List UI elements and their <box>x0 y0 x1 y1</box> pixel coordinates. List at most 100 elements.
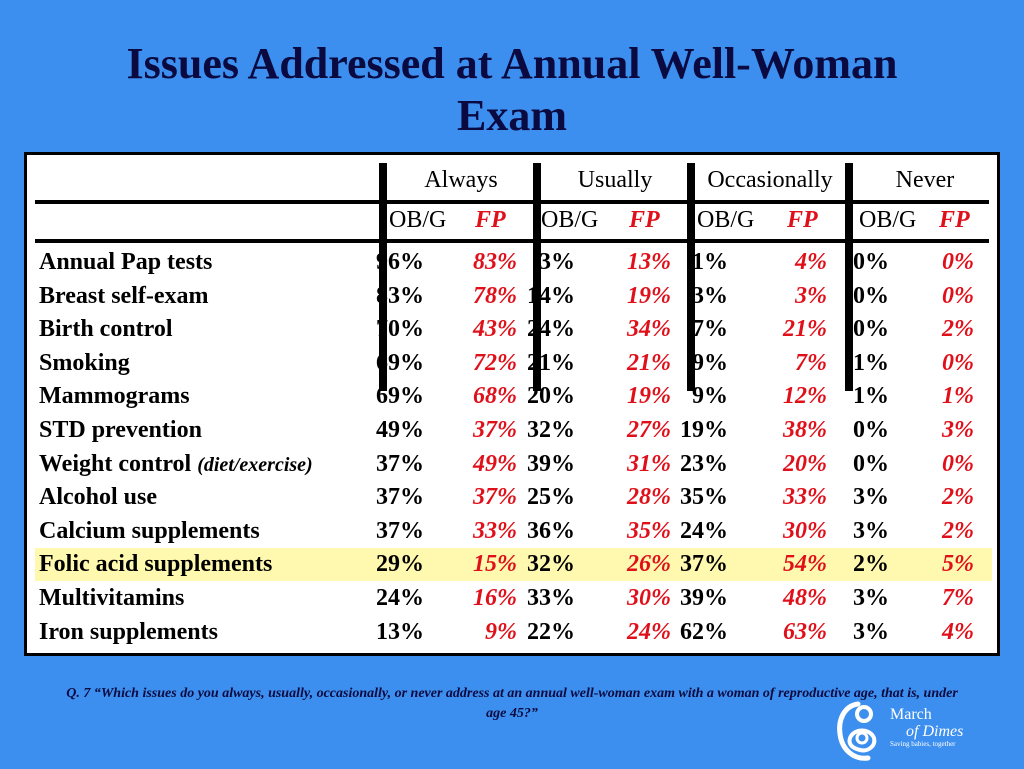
obg-value: 7% <box>692 316 728 343</box>
fp-value: 83% <box>473 249 517 275</box>
obg-value: 0% <box>853 282 889 309</box>
subheader-fp: FP <box>475 207 506 233</box>
fp-value: 2% <box>942 517 974 544</box>
row-label: STD prevention <box>39 417 202 443</box>
obg-value: 69% <box>376 349 424 376</box>
fp-value: 21% <box>783 316 827 343</box>
fp-value: 49% <box>473 450 517 477</box>
fp-value: 12% <box>783 383 827 410</box>
row-divider <box>35 239 989 243</box>
column-divider <box>379 163 387 391</box>
column-header: Never <box>895 167 955 193</box>
obg-value: 1% <box>853 349 889 376</box>
fp-value: 13% <box>627 249 671 275</box>
obg-value: 3% <box>853 517 889 544</box>
obg-value: 3% <box>692 282 728 309</box>
row-label: Calcium supplements <box>39 517 260 544</box>
obg-value: 3% <box>853 618 889 645</box>
obg-value: 24% <box>527 316 575 343</box>
obg-value: 14% <box>527 282 575 309</box>
obg-value: 3% <box>853 484 889 511</box>
march-of-dimes-logo: March of Dimes Saving babies, together <box>830 700 990 764</box>
fp-value: 3% <box>942 417 974 443</box>
fp-value: 38% <box>783 417 827 443</box>
obg-value: 0% <box>853 316 889 343</box>
fp-value: 24% <box>627 618 671 645</box>
fp-value: 63% <box>783 618 827 645</box>
obg-value: 29% <box>376 551 424 578</box>
obg-value: 19% <box>680 417 728 443</box>
column-header: Usually <box>577 167 653 193</box>
row-label: Annual Pap tests <box>39 249 213 275</box>
obg-value: 49% <box>376 417 424 443</box>
row-label: Weight control (diet/exercise) <box>39 450 313 477</box>
fp-value: 28% <box>627 484 671 511</box>
fp-value: 48% <box>783 585 827 611</box>
logo-line-1: March <box>890 706 932 723</box>
fp-value: 33% <box>783 484 827 511</box>
fp-value: 78% <box>473 282 517 309</box>
obg-value: 37% <box>376 450 424 477</box>
fp-value: 0% <box>942 349 974 376</box>
fp-value: 16% <box>473 585 517 611</box>
subheader-obg: OB/G <box>859 207 917 233</box>
column-divider <box>533 163 541 391</box>
column-divider <box>687 163 695 391</box>
fp-value: 37% <box>473 484 517 511</box>
column-header: Occasionally <box>707 167 833 193</box>
obg-value: 23% <box>680 450 728 477</box>
fp-value: 9% <box>485 618 517 645</box>
title-line-1: Issues Addressed at Annual Well-Woman <box>126 39 898 88</box>
obg-value: 2% <box>853 551 889 578</box>
fp-value: 15% <box>473 551 517 578</box>
column-header: Always <box>424 167 498 193</box>
row-label: Iron supplements <box>39 618 218 645</box>
fp-value: 0% <box>942 450 974 477</box>
logo-tagline: Saving babies, together <box>890 740 956 748</box>
fp-value: 35% <box>627 517 671 544</box>
obg-value: 3% <box>853 585 889 611</box>
obg-value: 37% <box>680 551 728 578</box>
fp-value: 34% <box>627 316 671 343</box>
obg-value: 96% <box>376 249 424 275</box>
row-label: Mammograms <box>39 383 190 410</box>
fp-value: 37% <box>473 417 517 443</box>
fp-value: 0% <box>942 249 974 275</box>
obg-value: 1% <box>853 383 889 410</box>
fp-value: 30% <box>627 585 671 611</box>
row-label: Alcohol use <box>39 484 158 511</box>
results-table: Always Usually Occasionally Never OB/G FP OB/G… <box>24 152 1000 656</box>
fp-value: 33% <box>473 517 517 544</box>
fp-value: 3% <box>795 282 827 309</box>
fp-value: 2% <box>942 316 974 343</box>
obg-value: 3% <box>539 249 575 275</box>
fp-value: 0% <box>942 282 974 309</box>
obg-value: 20% <box>527 383 575 410</box>
obg-value: 0% <box>853 450 889 477</box>
obg-value: 35% <box>680 484 728 511</box>
fp-value: 20% <box>783 450 827 477</box>
title-line-2: Exam <box>457 91 567 140</box>
fp-value: 30% <box>783 517 827 544</box>
obg-value: 37% <box>376 484 424 511</box>
fp-value: 19% <box>627 383 671 410</box>
highlight-band <box>35 548 992 582</box>
fp-value: 43% <box>473 316 517 343</box>
row-label-note: (diet/exercise) <box>197 453 313 476</box>
obg-value: 32% <box>527 417 575 443</box>
row-divider <box>35 200 989 204</box>
row-label: Birth control <box>39 316 173 343</box>
fp-value: 7% <box>942 585 974 611</box>
obg-value: 36% <box>527 517 575 544</box>
fp-value: 2% <box>942 484 974 511</box>
row-label: Breast self-exam <box>39 282 209 309</box>
fp-value: 19% <box>627 282 671 309</box>
obg-value: 24% <box>376 585 424 611</box>
obg-value: 25% <box>527 484 575 511</box>
fp-value: 31% <box>627 450 671 477</box>
fp-value: 7% <box>795 349 827 376</box>
obg-value: 32% <box>527 551 575 578</box>
row-label: Smoking <box>39 349 130 376</box>
subheader-obg: OB/G <box>541 207 599 233</box>
mother-baby-icon <box>837 701 877 761</box>
